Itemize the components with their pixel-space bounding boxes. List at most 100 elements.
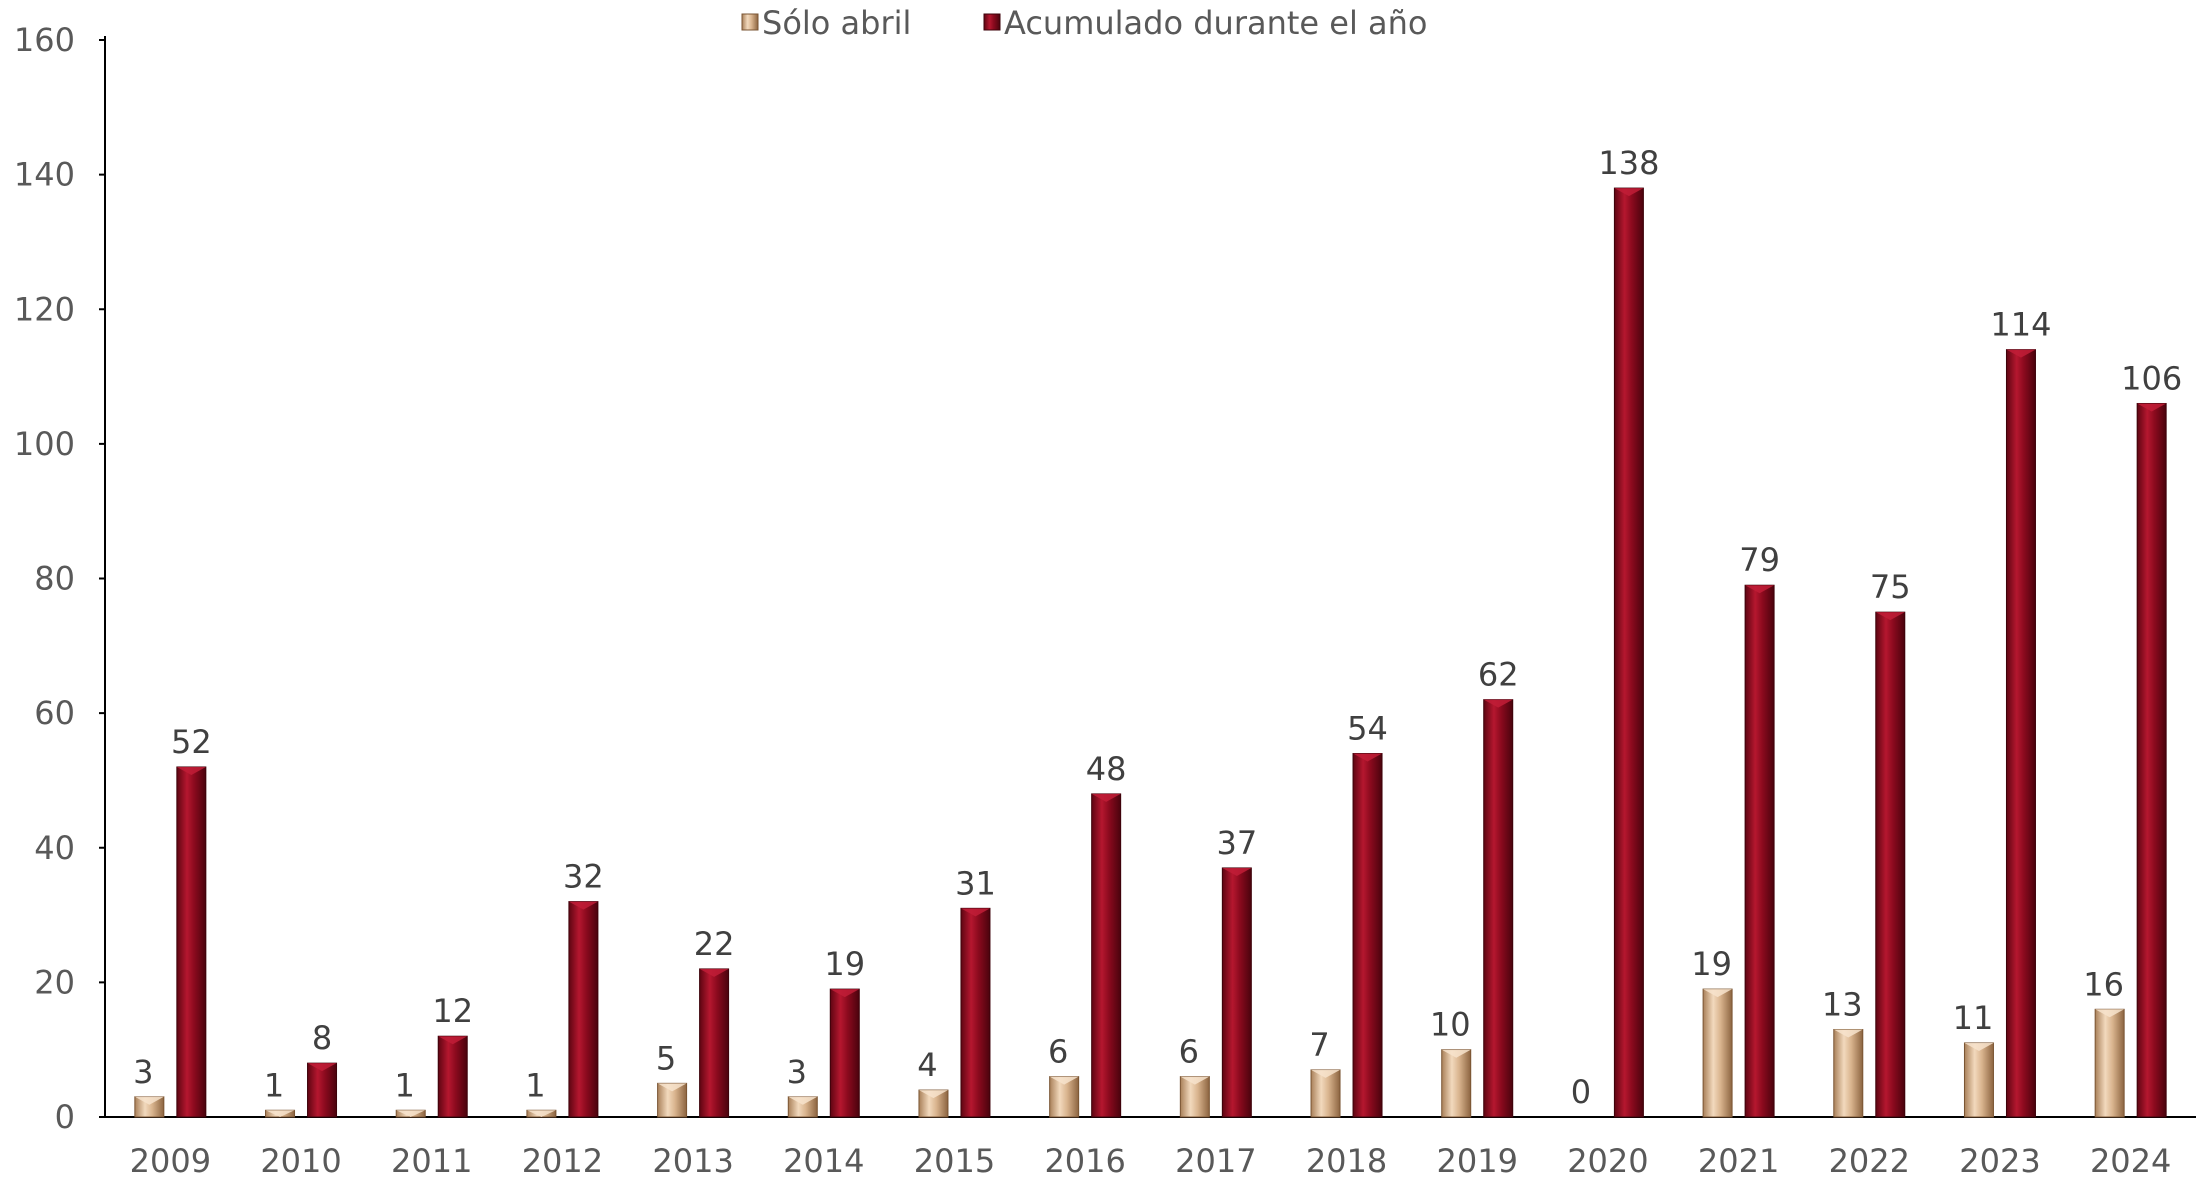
data-label-solo-abril-2018: 7 [1309,1026,1329,1064]
bar-cap [657,1083,687,1092]
x-tick-label: 2017 [1175,1142,1256,1178]
data-label-acumulado-durante-el-ano-2020: 138 [1598,144,1659,182]
bar-cap [1091,793,1121,802]
bar-solo-abril-2009 [134,1096,165,1118]
data-label-acumulado-durante-el-ano-2018: 54 [1347,710,1388,748]
x-tick-label: 2012 [522,1142,603,1178]
bar-body [307,1062,338,1118]
bar-cap [526,1110,556,1117]
bar-acumulado-durante-el-ano-2024 [2136,402,2167,1118]
y-tick-label: 160 [14,21,75,59]
bar-acumulado-durante-el-ano-2015 [960,907,991,1118]
y-tick-label: 40 [34,829,75,867]
bar-body [1833,1028,1864,1118]
bar-cap [265,1110,295,1117]
bar-cap [1353,753,1383,762]
data-label-background [1422,995,1483,1046]
bar-body [1483,699,1514,1118]
data-label-solo-abril-2013: 5 [656,1039,676,1077]
y-tick-label: 120 [14,290,75,328]
y-tick-label: 20 [34,963,75,1001]
bar-acumulado-durante-el-ano-2011 [437,1035,468,1118]
bar-acumulado-durante-el-ano-2014 [829,988,860,1118]
x-tick-label: 2016 [1044,1142,1125,1178]
data-label-solo-abril-2010: 1 [264,1066,284,1104]
x-tick-label: 2009 [130,1142,211,1178]
data-label-acumulado-durante-el-ano-2012: 32 [563,858,604,896]
x-tick-label: 2011 [391,1142,472,1178]
data-label-background [1814,975,1875,1026]
bar-cap [438,1036,468,1045]
bar-acumulado-durante-el-ano-2009 [176,766,207,1118]
data-label-acumulado-durante-el-ano-2011: 12 [432,992,473,1030]
bar-cap [2006,349,2036,358]
bar-body [829,988,860,1118]
bar-body [699,968,730,1118]
bar-body [2005,349,2036,1118]
bar-body [437,1035,468,1118]
bar-solo-abril-2015 [918,1089,949,1118]
bar-cap [1875,612,1905,621]
data-label-acumulado-durante-el-ano-2024: 106 [2121,359,2182,397]
bar-cap [1483,699,1513,708]
bar-solo-abril-2021 [1702,988,1733,1118]
data-label-solo-abril-2009: 3 [133,1053,153,1091]
bar-cap [1311,1069,1341,1078]
data-label-acumulado-durante-el-ano-2009: 52 [171,723,212,761]
bar-body [1441,1049,1472,1118]
x-tick-label: 2013 [652,1142,733,1178]
y-tick-label: 100 [14,425,75,463]
bar-body [1221,867,1252,1118]
bar-acumulado-durante-el-ano-2017 [1221,867,1252,1118]
data-label-acumulado-durante-el-ano-2017: 37 [1216,824,1257,862]
x-tick-label: 2015 [914,1142,995,1178]
bar-cap [1441,1049,1471,1058]
data-label-background [2075,955,2136,1006]
bar-cap [176,766,206,775]
bar-body [1613,187,1644,1118]
data-label-acumulado-durante-el-ano-2021: 79 [1739,541,1780,579]
data-label-acumulado-durante-el-ano-2014: 19 [824,945,865,983]
bar-solo-abril-2017 [1179,1076,1210,1118]
legend-swatch [741,13,759,31]
bar-cap [307,1063,337,1072]
y-tick-label: 140 [14,156,75,194]
bar-body [2094,1008,2125,1118]
bar-acumulado-durante-el-ano-2022 [1875,611,1906,1118]
bar-cap [1222,867,1252,876]
bar-body [568,901,599,1118]
bar-solo-abril-2018 [1310,1069,1341,1118]
bar-solo-abril-2014 [787,1096,818,1118]
bar-body [1352,753,1383,1118]
bar-acumulado-durante-el-ano-2019 [1483,699,1514,1118]
x-tick-label: 2020 [1567,1142,1648,1178]
bar-cap [568,901,598,910]
data-label-acumulado-durante-el-ano-2013: 22 [694,925,735,963]
bar-cap [2095,1009,2125,1018]
data-label-acumulado-durante-el-ano-2015: 31 [955,864,996,902]
data-label-solo-abril-2019: 10 [1430,1006,1471,1044]
x-tick-label: 2023 [1959,1142,2040,1178]
x-tick-label: 2018 [1306,1142,1387,1178]
bar-cap [788,1096,818,1105]
bar-solo-abril-2024 [2094,1008,2125,1118]
x-tick-label: 2021 [1698,1142,1779,1178]
bar-cap [1964,1042,1994,1051]
bar-acumulado-durante-el-ano-2016 [1091,793,1122,1118]
bar-acumulado-durante-el-ano-2020 [1613,187,1644,1118]
bar-cap [134,1096,164,1105]
bar-solo-abril-2010 [265,1109,296,1118]
bar-cap [1745,585,1775,594]
data-label-solo-abril-2015: 4 [917,1046,937,1084]
bar-solo-abril-2012 [526,1109,557,1118]
x-tick-label: 2022 [1829,1142,1910,1178]
data-label-acumulado-durante-el-ano-2010: 8 [312,1019,332,1057]
bar-solo-abril-2022 [1833,1028,1864,1118]
legend-swatch [983,13,1001,31]
bar-cap [1703,989,1733,998]
data-label-solo-abril-2020: 0 [1571,1073,1591,1111]
legend-label: Sólo abril [762,4,911,42]
data-label-acumulado-durante-el-ano-2016: 48 [1086,750,1127,788]
